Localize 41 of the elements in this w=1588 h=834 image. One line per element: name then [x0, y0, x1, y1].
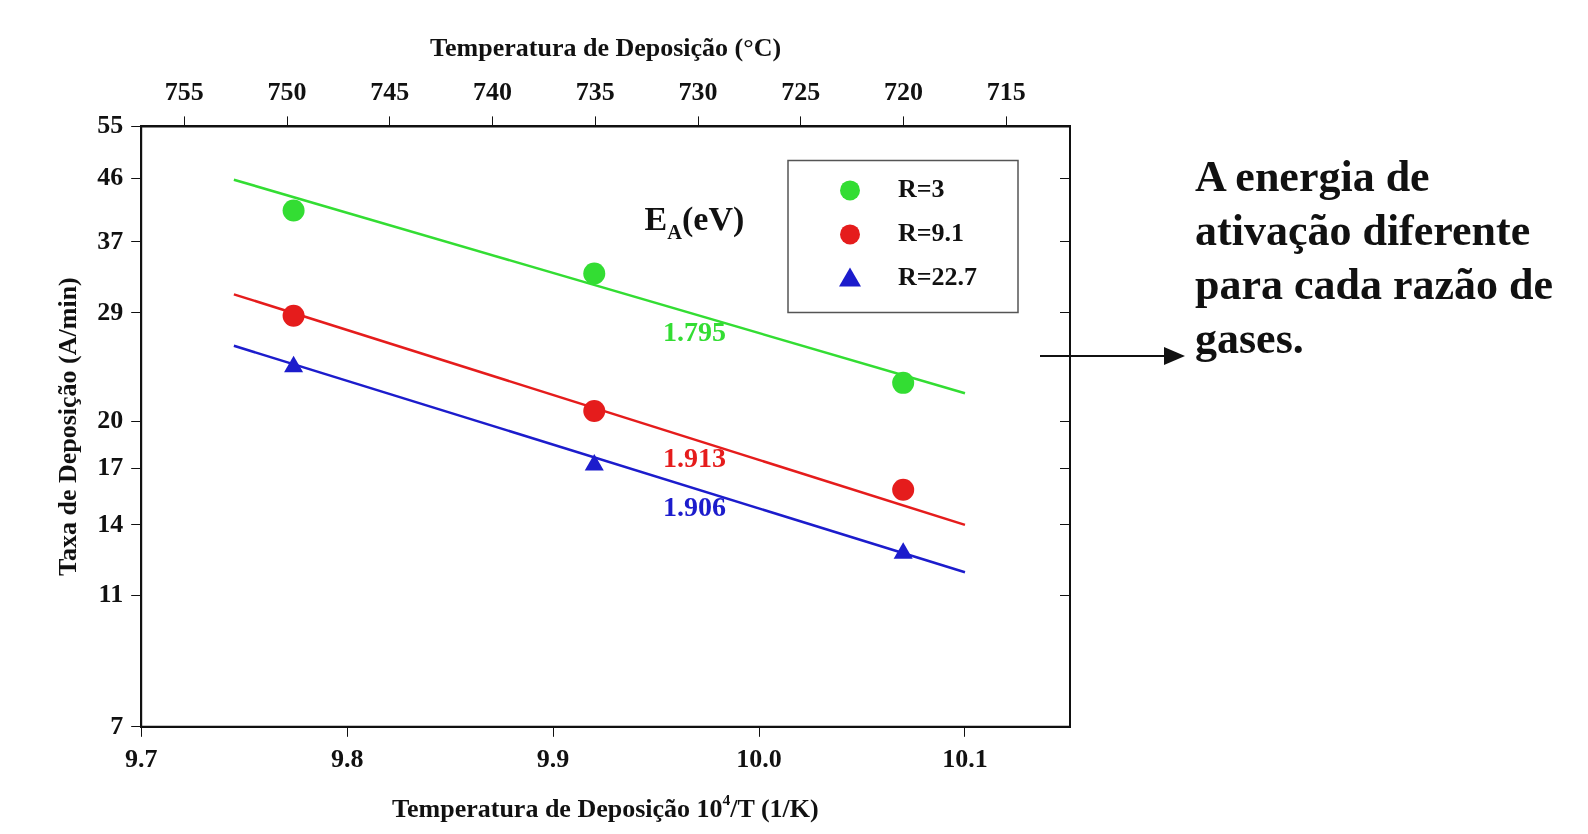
y-tick-label: 37	[97, 225, 124, 255]
y-tick-label: 7	[110, 710, 124, 740]
x2-tick-label: 725	[781, 76, 821, 106]
x2-tick-label: 755	[164, 76, 204, 106]
x-tick-label: 10.1	[942, 744, 988, 774]
x2-tick-label: 730	[678, 76, 718, 106]
point	[892, 371, 915, 394]
point	[284, 355, 304, 373]
legend-label: R=3	[898, 174, 945, 204]
point	[584, 453, 604, 471]
y-tick-label: 55	[97, 110, 124, 140]
x-tick-label: 9.8	[330, 744, 364, 774]
point	[893, 542, 913, 559]
y-tick-label: 20	[97, 404, 124, 434]
y-tick-label: 29	[97, 296, 124, 326]
legend-label: R=9.1	[898, 218, 965, 248]
annotation: 1.795	[662, 316, 726, 348]
x2-tick-label: 740	[473, 76, 513, 106]
y-tick-label: 14	[97, 508, 124, 538]
x2-tick-label: 735	[575, 76, 615, 106]
y-tick-label: 11	[98, 578, 124, 608]
x-tick-label: 10.0	[736, 744, 782, 774]
annotation: 1.906	[662, 490, 726, 522]
legend-label: R=22.7	[898, 262, 978, 292]
point	[583, 262, 606, 285]
x-tick-label: 9.9	[536, 744, 570, 774]
x2-tick-label: 720	[884, 76, 924, 106]
point	[282, 199, 305, 222]
x2-axis-title: Temperatura de Deposição (°C)	[430, 33, 782, 63]
y-tick-label: 17	[97, 452, 124, 482]
point	[282, 304, 305, 327]
x2-tick-label: 745	[370, 76, 410, 106]
text: A energia de ativação diferente para cada razão de gases.	[1195, 151, 1555, 365]
y-axis-title: Taxa de Deposição (A/min)	[53, 277, 83, 576]
x2-tick-label: 715	[986, 76, 1026, 106]
point	[583, 400, 606, 423]
x-tick-label: 9.7	[124, 744, 158, 774]
annotation: 1.913	[662, 441, 726, 473]
point	[892, 478, 915, 501]
x2-tick-label: 750	[267, 76, 307, 106]
y-tick-label: 46	[97, 162, 124, 192]
